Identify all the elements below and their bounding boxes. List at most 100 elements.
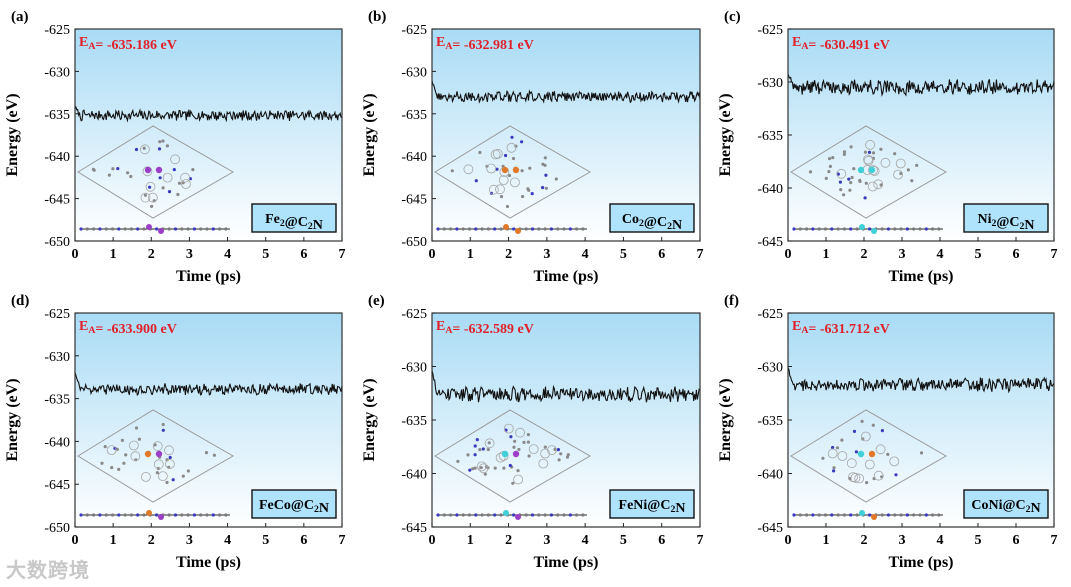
inset-atom (906, 168, 911, 172)
inset-side-metal (503, 510, 509, 516)
inset-side-atom (524, 227, 528, 231)
y-tick-label: -640 (44, 150, 70, 165)
inset-atom (502, 466, 506, 470)
inset-side-metal (515, 228, 521, 234)
inset-side-atom (924, 513, 928, 517)
y-tick-label: -635 (757, 414, 783, 429)
inset-atom (479, 466, 483, 470)
system-label-box (251, 203, 337, 233)
inset-atom (880, 475, 884, 479)
inset-ring (868, 165, 878, 176)
inset-side-atom (805, 513, 809, 517)
inset-atom (544, 186, 549, 190)
inset-atom (124, 453, 128, 457)
inset-atom (204, 451, 209, 455)
inset-atom (842, 193, 846, 197)
system-label: FeNi@C2N (619, 498, 686, 516)
inset-atom (528, 166, 532, 170)
inset-side-atom (817, 513, 821, 517)
inset-atom (863, 150, 868, 154)
inset-ring (547, 445, 557, 456)
inset-side-atom (880, 227, 884, 231)
system-label: Ni2@C2N (977, 212, 1034, 233)
inset-side-atom (442, 227, 446, 231)
inset-side-atom (493, 227, 497, 231)
inset-atom (831, 156, 835, 160)
inset-side-atom (205, 513, 209, 517)
inset-atom (499, 195, 504, 199)
inset-side-atom (180, 227, 184, 231)
inset-side-atom (912, 513, 916, 517)
inset-ring (478, 463, 489, 474)
x-tick-label: 6 (658, 533, 665, 548)
inset-ring (498, 175, 509, 186)
x-tick-label: 0 (785, 247, 792, 262)
inset-atom (168, 455, 172, 460)
inset-atom (554, 177, 558, 181)
inset-atom (176, 192, 180, 197)
x-axis-label: Time (ps) (533, 554, 598, 571)
inset-atom (171, 478, 175, 482)
x-axis-label: Time (ps) (888, 268, 953, 285)
x-tick-label: 6 (1013, 247, 1020, 262)
panel-label: (c) (724, 9, 741, 25)
inset-atom (155, 471, 159, 475)
inset-cell-outline (434, 125, 592, 219)
inset-side-atom (155, 227, 159, 231)
inset-atom (860, 419, 864, 423)
x-tick-label: 2 (148, 533, 155, 548)
inset-side-atom (167, 227, 171, 231)
panel-label: (f) (724, 293, 739, 309)
chart-panel-4: 0 1 2 3 4 5 6 7 -625 -630 -635 -640 -645 Time (ps) Ene… (361, 293, 704, 571)
inset-atom (474, 179, 478, 183)
inset-ring (128, 440, 139, 451)
inset-side-atom (117, 227, 121, 231)
inset-ring (889, 456, 900, 467)
inset-side-metal (146, 224, 152, 230)
inset-side-atom (493, 513, 497, 517)
panel-label: (a) (11, 9, 29, 25)
inset-side-atom (868, 513, 872, 517)
inset-atom (122, 461, 126, 465)
inset-atom (832, 469, 836, 473)
inset-side-atom (836, 227, 840, 231)
x-tick-label: 6 (658, 247, 665, 262)
panel-label: (b) (368, 9, 386, 25)
inset-side-metal (871, 228, 877, 234)
inset-atom (850, 175, 854, 180)
inset-ring (142, 166, 153, 177)
inset-ring (864, 459, 875, 470)
system-label-box (609, 203, 695, 233)
energy-series-line (74, 105, 343, 123)
inset-atom (511, 481, 515, 485)
inset-atom (824, 176, 828, 180)
inset-ring (513, 474, 523, 485)
inset-side-atom (575, 513, 579, 517)
chart-panel-1: 0 1 2 3 4 5 6 7 -625 -630 -635 -640 -645 -650 Time (ps… (361, 9, 704, 285)
inset-side-atom (104, 227, 108, 231)
inset-metal-atom (155, 166, 163, 174)
inset-side-atom (211, 227, 215, 231)
inset-side-atom (931, 227, 935, 231)
y-tick-label: -630 (44, 350, 70, 365)
inset-atom (153, 443, 157, 447)
system-label-box (963, 203, 1049, 233)
inset-side-atom (142, 227, 146, 231)
x-tick-label: 7 (697, 533, 704, 548)
inset-atom (486, 447, 490, 452)
inset-ring (827, 448, 838, 459)
inset-atom (893, 152, 897, 156)
inset-side-atom (937, 513, 941, 517)
x-tick-label: 4 (582, 247, 589, 262)
x-tick-label: 5 (620, 247, 627, 262)
inset-atom (126, 171, 130, 175)
inset-side-atom (480, 513, 484, 517)
inset-side-atom (436, 513, 440, 517)
inset-side-atom (136, 513, 140, 517)
inset-ring (503, 423, 514, 434)
inset-metal-atom (501, 450, 509, 458)
inset-metal-atom (512, 166, 520, 174)
inset-atom (559, 452, 563, 456)
inset-side-atom (868, 227, 872, 231)
